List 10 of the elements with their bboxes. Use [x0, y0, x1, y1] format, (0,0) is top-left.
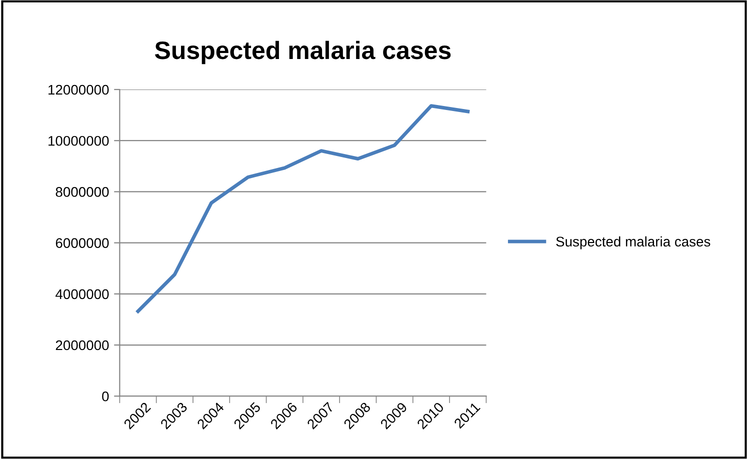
y-tick-label: 8000000 — [56, 187, 109, 197]
chart-title: Suspected malaria cases — [154, 40, 451, 64]
line-series — [136, 104, 470, 314]
y-tick-label: 2000000 — [56, 340, 109, 350]
y-tick-label: 10000000 — [48, 136, 109, 146]
y-tick-label: 4000000 — [56, 289, 109, 300]
legend-label: Suspected malaria cases — [556, 236, 710, 250]
y-tick-label: 0 — [102, 391, 109, 402]
y-tick-label: 12000000 — [48, 84, 109, 95]
y-tick-label: 6000000 — [56, 238, 109, 248]
